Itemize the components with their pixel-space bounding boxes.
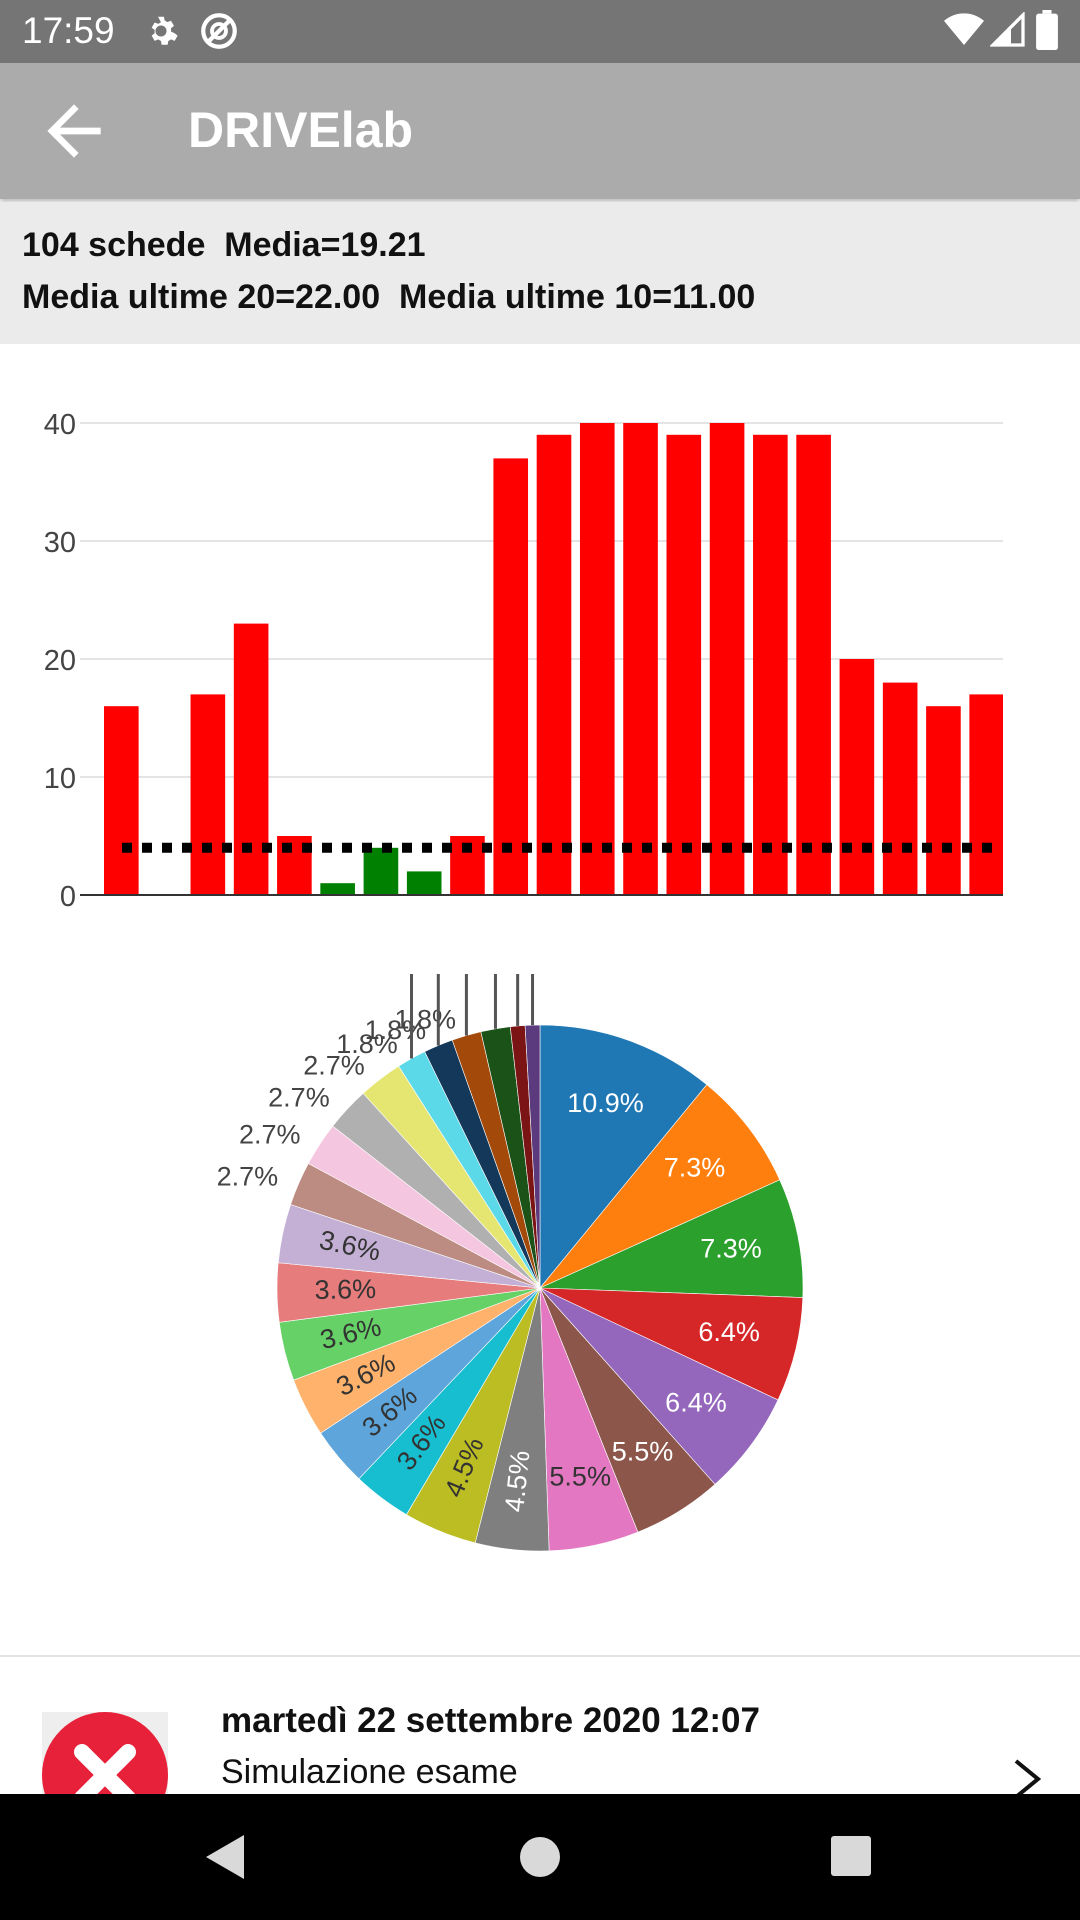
bar bbox=[623, 423, 658, 895]
nav-recents-button[interactable] bbox=[822, 1827, 882, 1887]
arrow-left-icon bbox=[47, 104, 101, 158]
pie-slice bbox=[539, 1179, 804, 1298]
pie-label: 3.6% bbox=[314, 1274, 376, 1305]
pie-label: 6.4% bbox=[698, 1317, 760, 1347]
app-title: DRIVElab bbox=[188, 102, 414, 158]
pie-label: 7.3% bbox=[664, 1153, 726, 1183]
back-triangle-icon bbox=[206, 1835, 244, 1879]
bar-chart: 0 10 20 30 40 bbox=[44, 409, 1003, 913]
pie-label: 10.9% bbox=[567, 1088, 644, 1118]
y-tick-label: 20 bbox=[44, 645, 76, 677]
bar bbox=[709, 423, 745, 895]
stats-summary: 104 schede Media=19.21 Media ultime 20=2… bbox=[0, 202, 1080, 344]
pie-label: 2.7% bbox=[217, 1161, 279, 1191]
app-bar: DRIVElab bbox=[0, 63, 1080, 199]
pie-label: 5.5% bbox=[612, 1437, 674, 1467]
recents-square-icon bbox=[831, 1836, 871, 1876]
nav-back-button[interactable] bbox=[196, 1827, 256, 1887]
bar bbox=[363, 847, 399, 895]
bar bbox=[882, 682, 918, 895]
bar bbox=[190, 694, 226, 895]
bar bbox=[536, 434, 572, 895]
bar bbox=[753, 434, 788, 895]
y-tick-label: 40 bbox=[44, 409, 76, 441]
pie-label: 1.8% bbox=[394, 1004, 456, 1034]
nav-bar bbox=[0, 1794, 1080, 1920]
bar bbox=[493, 458, 529, 895]
summary-line-2: Media ultime 20=22.00 Media ultime 10=11… bbox=[22, 278, 756, 316]
y-tick-label: 10 bbox=[44, 763, 76, 795]
back-button[interactable] bbox=[34, 91, 114, 171]
pie-label: 4.5% bbox=[499, 1449, 535, 1513]
divider bbox=[0, 1655, 1080, 1657]
pie-chart: 10.9%7.3%7.3%6.4%6.4%5.5%5.5%4.5%4.5%3.6… bbox=[217, 974, 804, 1552]
bar bbox=[579, 423, 615, 895]
pie-label: 7.3% bbox=[700, 1234, 762, 1264]
pie-slice bbox=[539, 1024, 708, 1289]
pie-label: 2.7% bbox=[239, 1120, 301, 1150]
pie-slice bbox=[539, 1084, 781, 1289]
y-tick-label: 0 bbox=[60, 881, 76, 913]
nav-home-button[interactable] bbox=[510, 1827, 570, 1887]
bar bbox=[796, 434, 831, 895]
bar bbox=[104, 706, 139, 895]
signal-icon bbox=[989, 11, 1026, 53]
bar bbox=[666, 434, 702, 895]
pie-label: 1.8% bbox=[336, 1029, 398, 1059]
home-circle-icon bbox=[520, 1837, 560, 1877]
bar bbox=[320, 883, 355, 895]
chevron-right-icon bbox=[1014, 1759, 1042, 1794]
charts-area: 0 10 20 30 40 10.9% 7.3% 7.3% 6.4% 6.4% 5.5% 5.5% 4… bbox=[0, 344, 1080, 1654]
y-tick-label: 30 bbox=[44, 527, 76, 559]
item-date: martedì 22 settembre 2020 12:07 bbox=[221, 1701, 760, 1740]
gear-icon bbox=[142, 10, 180, 57]
pie-label: 6.4% bbox=[665, 1388, 727, 1418]
status-time: 17:59 bbox=[22, 10, 115, 51]
status-avatar bbox=[42, 1712, 168, 1794]
pie-label: 2.7% bbox=[303, 1050, 365, 1080]
bar bbox=[969, 694, 1003, 895]
list-item[interactable]: martedì 22 settembre 2020 12:07 Simulazi… bbox=[0, 1657, 1080, 1794]
error-x-icon bbox=[42, 1712, 168, 1794]
bar bbox=[926, 706, 961, 895]
pie-label: 1.8% bbox=[365, 1015, 427, 1045]
battery-icon bbox=[1036, 10, 1058, 55]
no-sync-icon bbox=[198, 10, 240, 57]
bar bbox=[839, 659, 875, 895]
wifi-icon bbox=[944, 12, 984, 53]
pie-label: 2.7% bbox=[268, 1082, 330, 1112]
summary-line-1: 104 schede Media=19.21 bbox=[22, 226, 426, 264]
bar bbox=[233, 623, 269, 895]
bar bbox=[406, 871, 442, 895]
status-bar: 17:59 bbox=[0, 0, 1080, 63]
item-subtitle: Simulazione esame bbox=[221, 1753, 518, 1791]
pie-label: 5.5% bbox=[549, 1462, 611, 1492]
